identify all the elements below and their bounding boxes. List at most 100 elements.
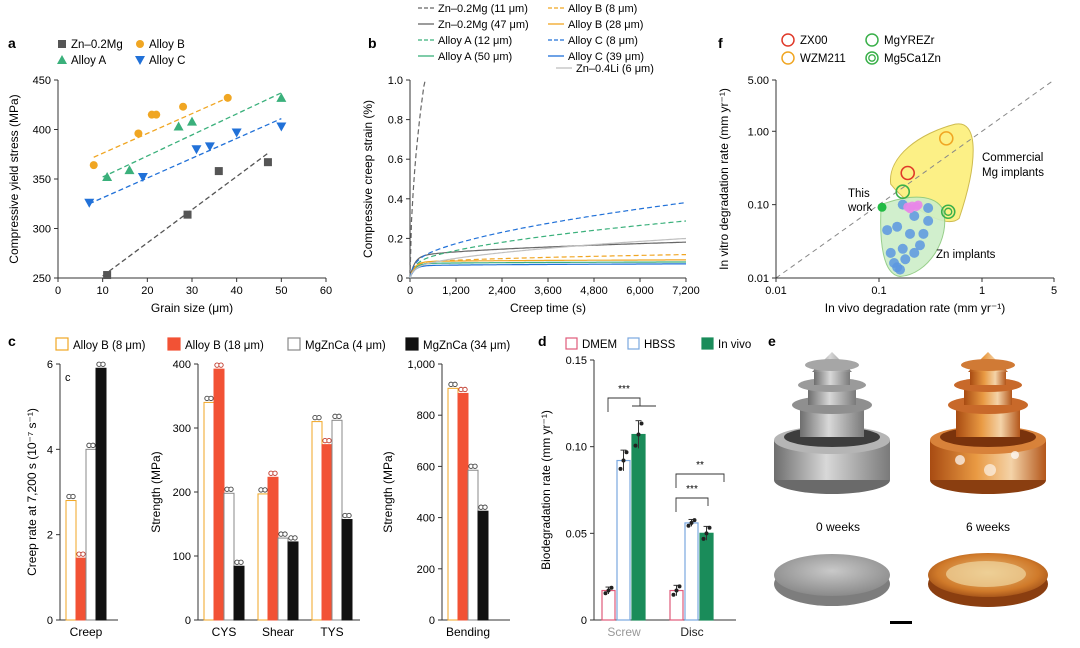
series-line [409, 261, 686, 279]
zn-implant-point [905, 228, 916, 239]
x-tick-label: 60 [320, 285, 332, 297]
x-tick-label: 0.01 [765, 285, 786, 297]
legend-label: Alloy B [149, 39, 185, 51]
legend-marker [135, 56, 145, 65]
y-tick-label: 200 [417, 564, 435, 576]
bar [233, 565, 245, 621]
legend-label: Alloy B (18 μm) [185, 340, 264, 352]
legend-marker [865, 33, 879, 47]
x-tick-label: 50 [275, 285, 287, 297]
panel-letter-f: f [718, 35, 723, 51]
series-line [409, 202, 687, 279]
data-point [84, 198, 95, 208]
zn-implant-point [909, 247, 920, 258]
commercial-point [938, 131, 954, 146]
y-axis-label: Strength (MPa) [381, 451, 395, 532]
bar [477, 510, 489, 621]
annotation-commercial: Commercial [982, 152, 1043, 164]
y-tick-label: 6 [47, 359, 53, 371]
bar [257, 493, 269, 621]
y-tick-label: 0.10 [748, 200, 769, 212]
replicate-dot [326, 437, 332, 444]
data-point [137, 173, 148, 183]
replicate-dot [336, 413, 342, 419]
legend-label: Alloy B (8 μm) [73, 340, 146, 352]
series-line [409, 237, 687, 279]
legend-label: Alloy B (8 μm) [568, 3, 637, 15]
x-category-label: TYS [320, 625, 343, 639]
replicate-dot [609, 585, 614, 590]
zn-implant-point [892, 262, 903, 273]
data-point [173, 121, 184, 131]
disc-0-weeks-image [774, 554, 890, 606]
fit-line [93, 97, 228, 158]
x-tick-label: 6,000 [626, 285, 654, 297]
replicate-dot [689, 520, 694, 525]
data-point [152, 110, 161, 119]
replicate-dot [262, 487, 268, 493]
replicate-dot [674, 588, 679, 593]
replicate-dot [603, 591, 608, 596]
replicate-dot [636, 432, 641, 437]
zn-implant-point [918, 228, 929, 239]
replicate-dot [624, 450, 629, 455]
legend-marker-inner [868, 54, 876, 62]
commercial-point [940, 204, 956, 220]
replicate-dot [292, 535, 298, 541]
replicate-dot [482, 504, 488, 510]
y-tick-label: 5.00 [748, 75, 769, 87]
fit-line [102, 152, 269, 277]
annotation-this: This [848, 188, 870, 200]
zn-implant-point [885, 247, 896, 258]
replicate-dot [346, 512, 352, 519]
x-category-label: Bending [446, 625, 490, 639]
series-line [409, 220, 687, 279]
y-tick-label: 0.4 [388, 194, 403, 206]
x-tick-label: 2,400 [488, 285, 516, 297]
legend-swatch [55, 337, 69, 351]
disc-6-weeks-image [928, 553, 1048, 607]
replicate-dot [606, 588, 611, 593]
magenta-point [913, 200, 923, 210]
bar [616, 459, 631, 621]
x-tick-label: 30 [186, 285, 198, 297]
data-point [263, 158, 272, 167]
bar [223, 492, 235, 621]
significance-label: ** [696, 460, 704, 471]
data-point [183, 210, 192, 219]
y-tick-label: 0.8 [388, 115, 403, 127]
y-tick-label: 450 [33, 75, 51, 87]
x-category-label: CYS [212, 625, 237, 639]
x-tick-label: 5 [1051, 285, 1057, 297]
replicate-dot [639, 421, 644, 426]
y-tick-label: 200 [173, 487, 191, 499]
fit-line [102, 92, 282, 178]
legend-label: Alloy B (28 μm) [568, 19, 643, 31]
bar [267, 476, 279, 621]
x-category-label: Screw [607, 625, 641, 639]
y-axis-label: Compressive yield stress (MPa) [7, 94, 21, 263]
y-tick-label: 1,000 [407, 359, 435, 371]
legend-label: Alloy C [149, 55, 185, 67]
legend-label: WZM211 [800, 53, 846, 65]
bar [311, 421, 323, 621]
x-tick-label: 3,600 [534, 285, 562, 297]
replicate-dot [70, 493, 76, 500]
panel-letter-c: c [8, 333, 16, 349]
series-line [409, 263, 686, 279]
replicate-dot [618, 466, 623, 471]
legend-label: Alloy C (8 μm) [568, 35, 638, 47]
legend-label: In vivo [718, 339, 751, 351]
panel-letter-a: a [8, 35, 16, 51]
zn-implant-point [897, 243, 908, 254]
data-point [191, 145, 202, 155]
legend-label: Alloy C (39 μm) [568, 51, 644, 63]
inner-label: c [65, 372, 71, 384]
annotation-work: work [847, 202, 873, 214]
legend-marker [57, 55, 67, 64]
y-tick-label: 0.15 [566, 355, 587, 367]
y-tick-label: 0.2 [388, 233, 403, 245]
replicate-dot [671, 592, 676, 597]
panel-a: 0 10 20 30 40 50 60 250 300 350 400 450 Grain size (… [7, 39, 332, 315]
